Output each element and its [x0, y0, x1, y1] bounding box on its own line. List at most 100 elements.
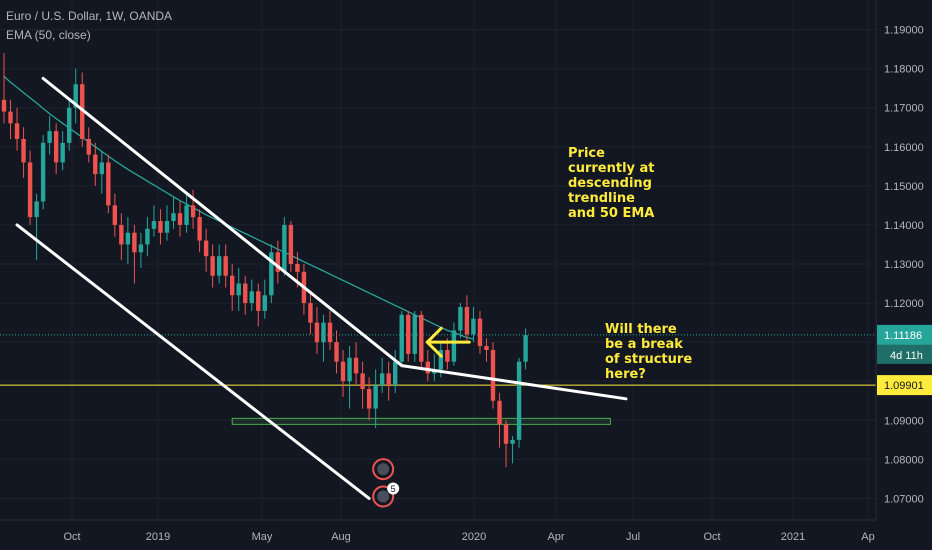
candle-body [230, 275, 235, 296]
x-tick-label: Jul [626, 531, 640, 543]
candle-body [93, 154, 98, 175]
x-tick-label: Oct [703, 531, 720, 543]
candle-body [210, 256, 215, 276]
candle-body [158, 221, 163, 233]
y-tick-label: 1.07000 [884, 493, 924, 505]
x-tick-label: May [252, 531, 273, 543]
event-badge-icon [377, 490, 390, 503]
candle-body [490, 349, 496, 401]
candle-body [314, 322, 320, 343]
candle-body [86, 138, 91, 155]
trendline-lower [15, 223, 371, 500]
x-tick-label: Oct [63, 531, 80, 543]
candle-body [334, 342, 339, 362]
candle-body [425, 361, 430, 374]
candle-body [451, 330, 457, 362]
candle-body [464, 306, 470, 335]
candle-body [14, 123, 20, 139]
candles-layer [1, 52, 528, 468]
candle-body [353, 357, 359, 374]
candle-body [386, 373, 391, 386]
candle-body [340, 361, 346, 382]
candle-body [53, 131, 59, 163]
candle-body [379, 373, 385, 386]
candle-body [119, 224, 124, 245]
y-tick-label: 1.12000 [884, 298, 924, 310]
candle-body [40, 142, 46, 202]
candle-body [151, 221, 157, 229]
support-zone-layer [231, 417, 611, 425]
x-tick-label: Apr [547, 531, 564, 543]
candle-body [236, 283, 241, 296]
countdown-tag [877, 344, 932, 364]
candle-body [67, 107, 72, 143]
trendline-upper-extension [400, 364, 628, 401]
candle-body [393, 361, 398, 386]
event-badge-ring [372, 458, 395, 481]
event-badge-count-bg [387, 482, 400, 495]
candle-body [164, 221, 170, 233]
candle-body [503, 424, 509, 444]
candle-body [275, 252, 281, 272]
candle-body [197, 217, 202, 241]
x-tick-label: Aug [331, 531, 351, 543]
candle-body [308, 303, 313, 323]
trendline-upper [41, 76, 404, 368]
candle-body [243, 283, 248, 304]
candle-body [177, 213, 183, 225]
right-annotation[interactable]: Will there be a break of structure here? [605, 322, 693, 382]
candle-body [256, 291, 261, 311]
candle-body [145, 228, 150, 245]
candle-body [47, 131, 52, 143]
trendlines-layer [15, 76, 628, 500]
candle-body [327, 322, 333, 343]
symbol-title[interactable]: Euro / U.S. Dollar, 1W, OANDA [6, 9, 173, 23]
candle-body [282, 224, 287, 272]
countdown-label: 4d 11h [890, 350, 923, 362]
candle-body [471, 318, 476, 335]
candle-body [399, 314, 404, 362]
candle-body [132, 232, 137, 253]
level-lines-layer [0, 334, 876, 386]
y-tick-label: 1.09000 [884, 415, 924, 427]
candle-body [27, 162, 33, 218]
y-tick-label: 1.18000 [884, 64, 924, 76]
y-tick-label: 1.15000 [884, 181, 924, 193]
candle-body [523, 335, 528, 362]
x-tick-label: 2020 [462, 531, 486, 543]
candle-body [138, 244, 144, 253]
candle-body [321, 322, 326, 343]
candle-body [412, 314, 417, 354]
candle-body [419, 314, 424, 362]
candle-body [8, 111, 13, 124]
candle-body [438, 349, 444, 370]
candle-body [477, 318, 483, 347]
candle-body [21, 138, 26, 163]
candle-body [106, 162, 111, 206]
y-tick-label: 1.13000 [884, 259, 924, 271]
current-price-tag [877, 324, 932, 345]
candle-body [171, 213, 176, 222]
candle-body [34, 201, 39, 218]
event-badge-icon [377, 463, 390, 476]
candle-body [190, 205, 196, 218]
y-tick-label: 1.19000 [884, 25, 924, 37]
top-annotation[interactable]: Price currently at descending trendline … [568, 146, 655, 221]
candle-body [295, 264, 300, 272]
event-badge-count: 5 [391, 484, 396, 494]
candle-body [347, 357, 352, 382]
current-price-label: 1.11186 [884, 330, 922, 342]
candle-body [269, 252, 274, 296]
candle-body [249, 291, 254, 304]
y-tick-label: 1.16000 [884, 142, 924, 154]
candle-body [60, 142, 65, 163]
level-price-tag [877, 375, 932, 396]
price-axis-bg [876, 0, 932, 550]
candle-body [203, 240, 209, 257]
candle-body [112, 205, 118, 225]
y-tick-label: 1.17000 [884, 103, 924, 115]
grid-lines [0, 0, 876, 520]
indicator-legend[interactable]: EMA (50, close) [6, 28, 91, 42]
x-tick-label: Ap [861, 531, 874, 543]
